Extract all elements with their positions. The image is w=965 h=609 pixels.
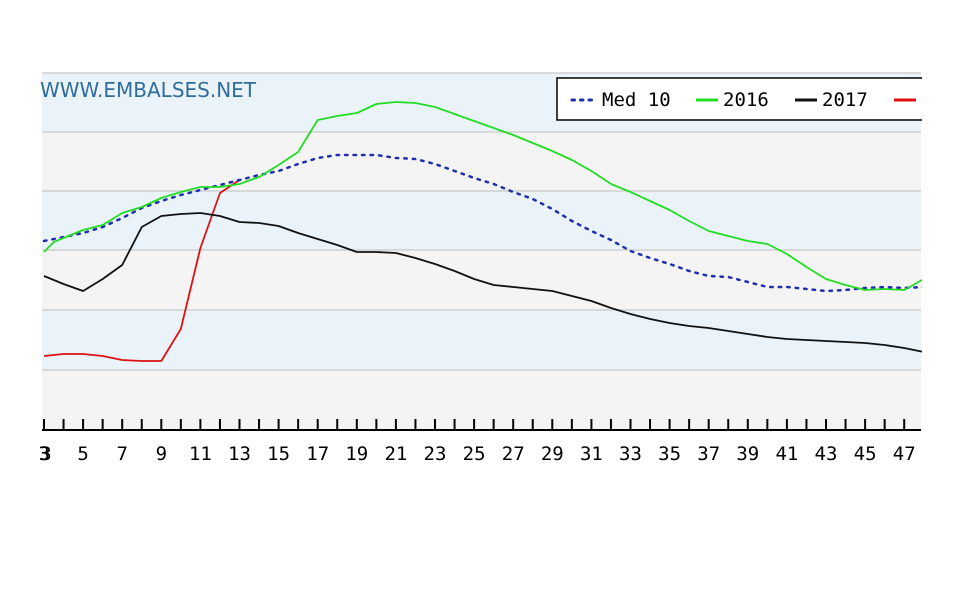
series-lines bbox=[42, 101, 926, 362]
x-tick-label: 37 bbox=[697, 443, 720, 465]
x-tick-label: 7 bbox=[116, 443, 127, 465]
legend-label: 2017 bbox=[822, 89, 868, 111]
x-tick-label: 5 bbox=[77, 443, 88, 465]
series-line-2017 bbox=[43, 212, 924, 353]
x-tick-label: 25 bbox=[463, 443, 486, 465]
series-line-unlabeled-red bbox=[43, 179, 240, 362]
x-tick-label: 43 bbox=[815, 443, 838, 465]
gridlines bbox=[42, 72, 921, 371]
x-tick-label: 39 bbox=[736, 443, 759, 465]
series-line-med-10 bbox=[42, 153, 926, 293]
x-tick-label: 23 bbox=[424, 443, 447, 465]
legend-label: 2016 bbox=[723, 89, 769, 111]
x-tick-label: 11 bbox=[189, 443, 212, 465]
x-tick-label: 45 bbox=[854, 443, 877, 465]
x-tick-label: 17 bbox=[306, 443, 329, 465]
x-tick-label: 19 bbox=[345, 443, 368, 465]
grid-band bbox=[42, 250, 921, 310]
x-tick-label: 9 bbox=[156, 443, 167, 465]
x-tick-label: 35 bbox=[658, 443, 681, 465]
left-crop-mask bbox=[0, 60, 40, 480]
x-tick-label: 15 bbox=[267, 443, 290, 465]
legend-box bbox=[556, 77, 938, 121]
x-tick-label: 41 bbox=[775, 443, 798, 465]
grid-band bbox=[42, 191, 921, 250]
legend-label: Med 10 bbox=[602, 89, 671, 111]
watermark-text: WWW.EMBALSES.NET bbox=[40, 78, 257, 102]
grid-band bbox=[42, 310, 921, 370]
x-tick-label: 33 bbox=[619, 443, 642, 465]
x-tick-label: 21 bbox=[384, 443, 407, 465]
legend: Med 10 2016 2017 bbox=[556, 70, 965, 130]
x-tick-label: 47 bbox=[893, 443, 916, 465]
grid-band bbox=[42, 370, 921, 430]
legend-crop-mask bbox=[922, 70, 965, 130]
grid-bands bbox=[42, 73, 921, 430]
x-tick-label: 31 bbox=[580, 443, 603, 465]
x-tick-label: 27 bbox=[502, 443, 525, 465]
x-tick-label: 3 bbox=[38, 443, 49, 465]
grid-band bbox=[42, 132, 921, 191]
x-tick-label: 3 bbox=[40, 443, 51, 465]
x-tick-label: 29 bbox=[541, 443, 564, 465]
x-tick-label: 13 bbox=[228, 443, 251, 465]
series-line-2016 bbox=[43, 101, 925, 291]
